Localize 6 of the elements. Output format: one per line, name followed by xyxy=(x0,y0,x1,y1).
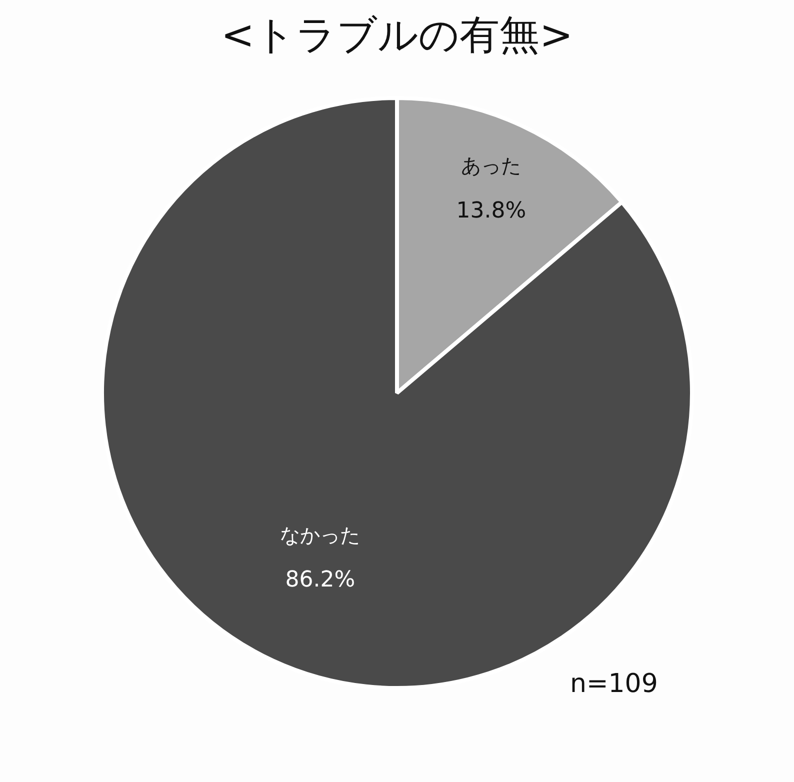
text: n=109 xyxy=(570,668,658,699)
data-label: 13.8% xyxy=(456,198,526,224)
slice-label: あった xyxy=(461,154,522,178)
slice-label: なかった xyxy=(280,523,360,548)
chart-title: <トラブルの有無> xyxy=(220,12,574,58)
data-label: 86.2% xyxy=(285,568,356,593)
